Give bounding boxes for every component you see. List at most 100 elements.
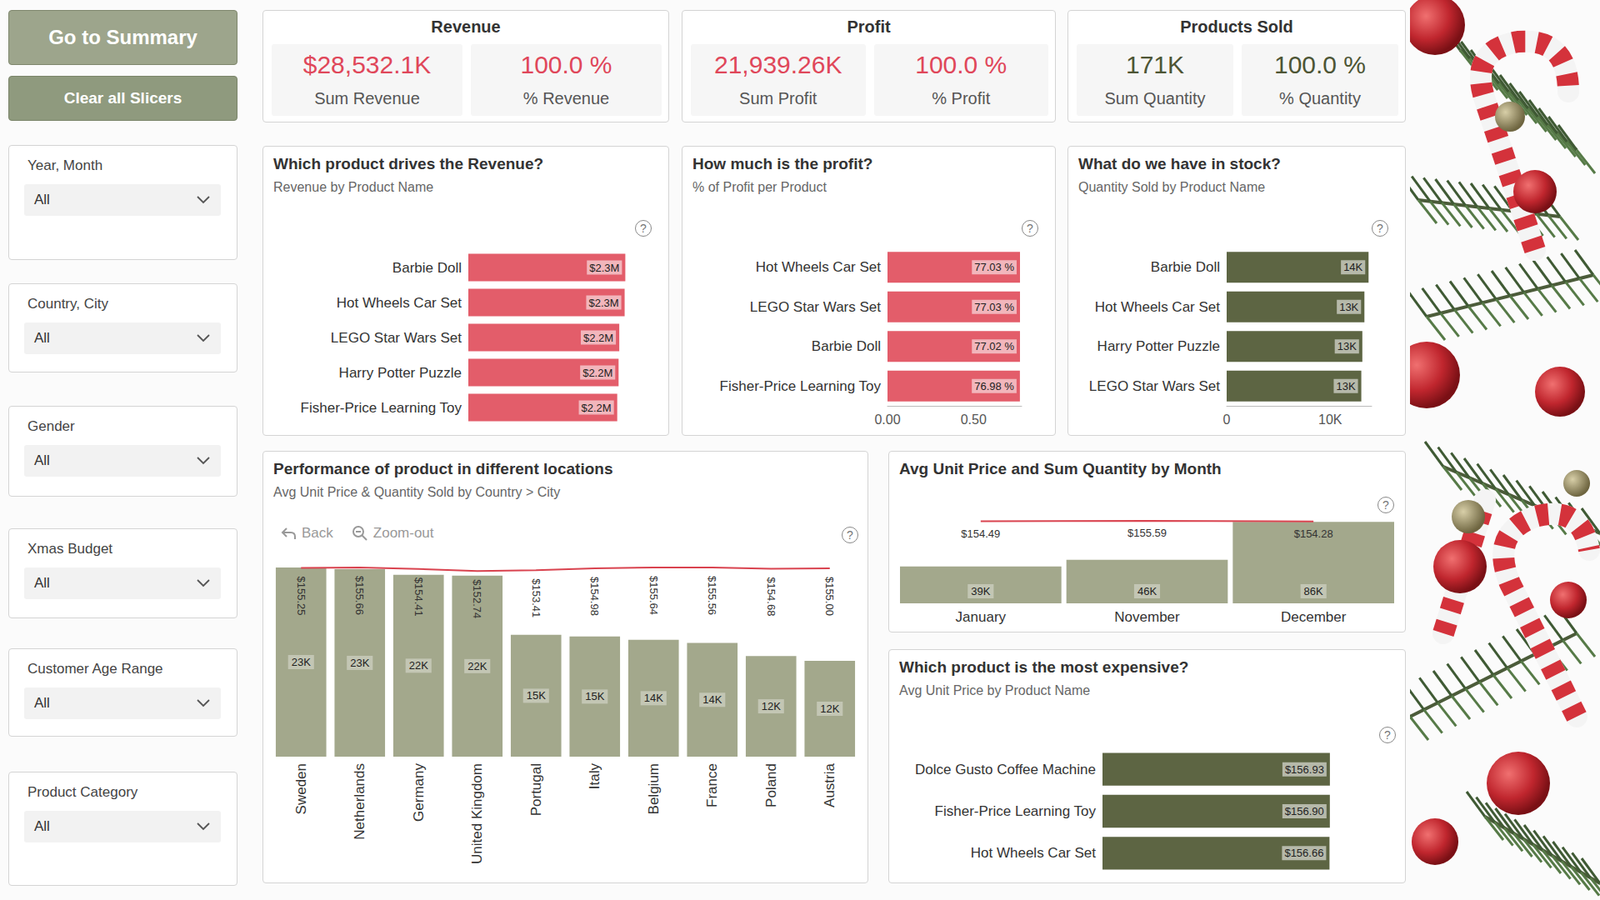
svg-text:15K: 15K [526,689,546,702]
svg-text:Belgium: Belgium [645,763,662,815]
html-text:Sum Profit: Sum Profit [739,89,817,108]
svg-text:$153.41: $153.41 [530,578,543,618]
html-text:Performance of product in diff: Performance of product in different loca… [273,460,613,478]
svg-text:$155.00: $155.00 [823,576,836,616]
svg-text:12K: 12K [820,702,840,715]
svg-text:December: December [1280,609,1347,625]
svg-text:France: France [704,763,720,808]
svg-text:Barbie Doll: Barbie Doll [811,338,881,355]
html-text:Products Sold: Products Sold [1180,17,1294,36]
html-text:Sum Revenue: Sum Revenue [314,89,420,108]
svg-text:Poland: Poland [763,763,780,808]
svg-text:Dolce Gusto Coffee Machine: Dolce Gusto Coffee Machine [915,761,1096,778]
svg-text:$2.2M: $2.2M [583,331,614,345]
html-text:Which product drives the Reven: Which product drives the Revenue? [273,155,544,173]
html-text:Year, Month: Year, Month [27,157,103,174]
svg-text:January: January [955,609,1007,625]
svg-text:0: 0 [1223,412,1231,427]
svg-text:77.03 %: 77.03 % [974,260,1015,274]
html-text:Go to Summary: Go to Summary [48,25,198,49]
svg-text:14K: 14K [644,691,664,705]
html-text:Profit: Profit [847,17,891,36]
svg-text:LEGO Star Wars Set: LEGO Star Wars Set [1089,378,1220,395]
svg-text:$155.59: $155.59 [1127,526,1167,540]
svg-text:10K: 10K [1318,412,1343,427]
html-text:Revenue: Revenue [431,17,501,36]
html-text:How much is the profit?: How much is the profit? [692,155,873,173]
svg-text:Hot Wheels Car Set: Hot Wheels Car Set [336,295,462,311]
svg-text:$2.3M: $2.3M [588,296,619,310]
svg-text:13K: 13K [1337,340,1357,353]
svg-text:14K: 14K [702,693,722,706]
html-text:171K: 171K [1125,50,1185,79]
svg-text:77.02 %: 77.02 % [974,340,1015,353]
svg-text:$155.64: $155.64 [647,575,660,615]
svg-text:$154.49: $154.49 [960,527,1000,540]
svg-text:23K: 23K [291,655,311,669]
svg-text:Harry Potter Puzzle: Harry Potter Puzzle [339,365,462,381]
html-text:100.0 %: 100.0 % [915,50,1007,79]
html-text:Country, City: Country, City [27,295,109,312]
svg-text:23K: 23K [350,656,370,670]
svg-text:0.00: 0.00 [874,412,900,427]
svg-text:Germany: Germany [410,763,427,822]
html-text:$28,532.1K: $28,532.1K [303,50,431,79]
svg-text:76.98 %: 76.98 % [974,380,1015,393]
svg-text:22K: 22K [467,660,487,673]
svg-text:$155.56: $155.56 [705,575,719,615]
svg-text:Sweden: Sweden [293,763,310,815]
svg-text:Hot Wheels Car Set: Hot Wheels Car Set [970,845,1096,861]
svg-text:Austria: Austria [821,762,838,807]
svg-text:46K: 46K [1137,585,1157,598]
svg-text:$156.93: $156.93 [1285,763,1325,776]
svg-text:13K: 13K [1335,380,1355,393]
svg-text:$2.2M: $2.2M [582,366,613,380]
svg-text:Barbie Doll: Barbie Doll [392,260,462,276]
svg-text:$155.25: $155.25 [295,576,308,616]
html-text:100.0 %: 100.0 % [1274,50,1366,79]
html-text:Sum Quantity: Sum Quantity [1104,89,1206,108]
svg-text:86K: 86K [1304,585,1324,598]
svg-text:$154.98: $154.98 [588,576,601,616]
svg-text:Portugal: Portugal [528,763,545,816]
html-text:What do we have in stock?: What do we have in stock? [1078,155,1281,173]
svg-text:LEGO Star Wars Set: LEGO Star Wars Set [330,330,462,346]
svg-text:77.03 %: 77.03 % [974,300,1015,314]
svg-text:Fisher-Price Learning Toy: Fisher-Price Learning Toy [720,378,882,395]
svg-text:39K: 39K [970,585,990,598]
svg-text:$152.74: $152.74 [470,579,484,619]
svg-text:12K: 12K [761,700,781,713]
html-text:% Quantity: % Quantity [1279,89,1361,108]
html-text:100.0 %: 100.0 % [520,50,613,79]
svg-text:United Kingdom: United Kingdom [469,763,485,865]
svg-text:22K: 22K [409,659,429,672]
svg-text:$154.28: $154.28 [1294,527,1334,540]
svg-text:$2.3M: $2.3M [589,261,620,275]
svg-text:Hot Wheels Car Set: Hot Wheels Car Set [755,259,881,275]
svg-text:Harry Potter Puzzle: Harry Potter Puzzle [1097,338,1220,355]
html-text:% Revenue: % Revenue [523,89,610,108]
svg-text:Hot Wheels Car Set: Hot Wheels Car Set [1095,299,1220,315]
svg-text:Fisher-Price Learning Toy: Fisher-Price Learning Toy [300,400,463,416]
svg-text:Italy: Italy [586,763,603,790]
svg-text:$154.41: $154.41 [412,577,425,617]
html-text:21,939.26K: 21,939.26K [714,50,843,79]
svg-text:14K: 14K [1343,260,1363,274]
svg-text:LEGO Star Wars Set: LEGO Star Wars Set [750,299,881,315]
svg-text:13K: 13K [1339,300,1359,314]
svg-text:$155.66: $155.66 [353,575,366,615]
svg-text:$154.68: $154.68 [765,576,778,616]
html-text:Which product is the most expe: Which product is the most expensive? [899,658,1189,676]
svg-text:Netherlands: Netherlands [351,763,368,840]
svg-text:15K: 15K [585,690,605,703]
svg-text:Barbie Doll: Barbie Doll [1150,259,1220,275]
html-text:% Profit: % Profit [931,89,991,108]
svg-text:$156.90: $156.90 [1285,805,1325,818]
svg-text:November: November [1114,609,1180,625]
html-text:Avg Unit Price and Sum Quantit: Avg Unit Price and Sum Quantity by Month [899,460,1222,478]
svg-text:$2.2M: $2.2M [581,401,612,415]
html-text:Clear all Slicers: Clear all Slicers [63,89,182,107]
svg-text:$156.66: $156.66 [1284,846,1324,860]
svg-text:0.50: 0.50 [960,412,987,427]
svg-text:Fisher-Price Learning Toy: Fisher-Price Learning Toy [935,803,1097,820]
